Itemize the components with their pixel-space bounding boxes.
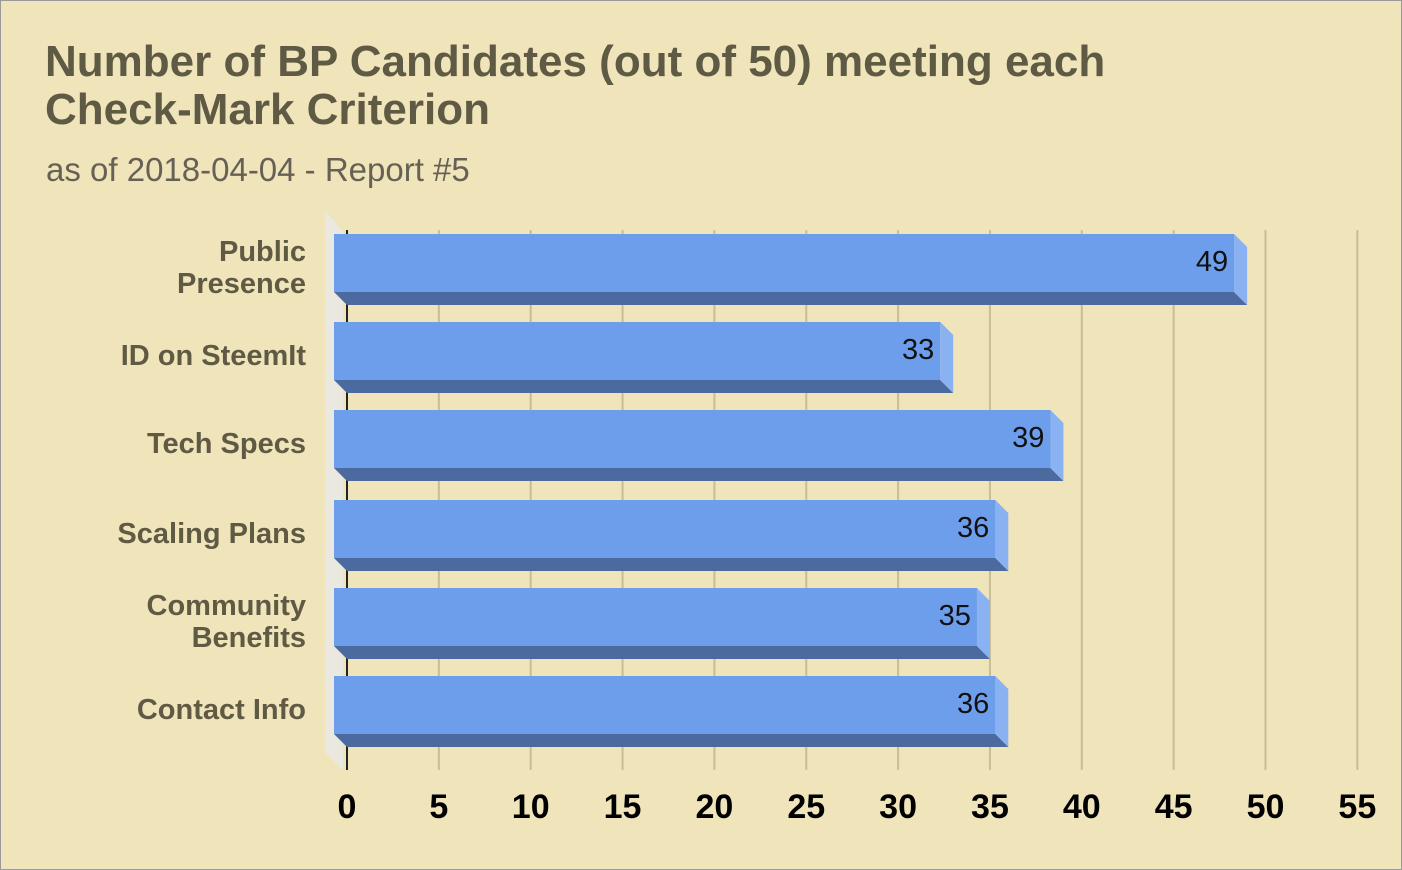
bar-side-face [995,676,1009,747]
bar [334,410,1064,481]
bar-front-face [334,500,996,558]
bar-bottom-face [334,646,990,659]
bar-side-face [995,500,1009,571]
x-tick-label: 5 [429,788,448,826]
x-tick-label: 20 [695,788,733,826]
x-tick-label: 10 [512,788,550,826]
x-tick-label: 25 [787,788,825,826]
bar-value-label: 35 [939,600,971,632]
bars [334,234,1248,747]
bar-front-face [334,322,941,380]
category-label: Community Benefits [147,590,307,654]
category-label: Tech Specs [147,428,306,460]
bar-front-face [334,410,1051,468]
category-label: Scaling Plans [117,518,306,550]
bar [334,234,1248,305]
x-tick-label: 55 [1338,788,1376,826]
bar-value-label: 49 [1196,246,1228,278]
bar [334,500,1009,571]
bar [334,676,1009,747]
category-label: Contact Info [137,694,306,726]
bar-front-face [334,588,977,646]
x-tick-label: 15 [604,788,642,826]
chart-title: Number of BP Candidates (out of 50) meet… [45,37,1106,134]
bar-side-face [940,322,954,393]
bar-value-label: 36 [957,688,989,720]
x-tick-label: 40 [1063,788,1101,826]
bar-bottom-face [334,558,1009,571]
bar-bottom-face [334,734,1009,747]
bar-bottom-face [334,380,954,393]
labels: 0 5 10 15 20 25 30 35 40 45 50 55 49 Public Presence 33… [117,236,1376,826]
x-tick-label: 50 [1247,788,1285,826]
bar-value-label: 33 [902,334,934,366]
bar-front-face [334,234,1235,292]
bar-value-label: 36 [957,512,989,544]
x-tick-label: 30 [879,788,917,826]
category-label: ID on SteemIt [121,340,307,372]
bar-side-face [1050,410,1064,481]
chart-subtitle: as of 2018-04-04 - Report #5 [46,151,470,188]
bar-bottom-face [334,468,1064,481]
category-label: Public Presence [177,236,306,300]
bar-side-face [1234,234,1248,305]
bar [334,322,954,393]
bar [334,588,990,659]
bar-side-face [976,588,990,659]
x-tick-label: 0 [338,788,357,826]
x-tick-label: 45 [1155,788,1193,826]
x-tick-label: 35 [971,788,1009,826]
bar-bottom-face [334,292,1248,305]
bar-front-face [334,676,996,734]
bar-value-label: 39 [1012,422,1044,454]
